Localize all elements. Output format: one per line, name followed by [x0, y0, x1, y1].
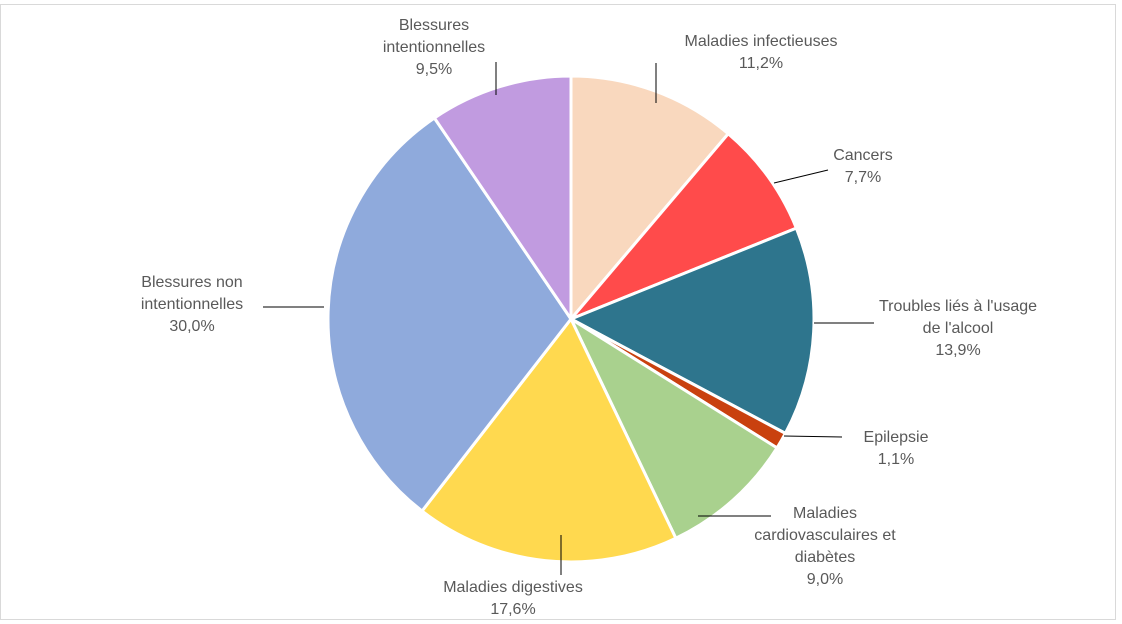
data-label-value-maladies-cardiovasculaires-et-diabetes: 9,0% [807, 571, 843, 588]
data-label-value-maladies-digestives: 17,6% [490, 601, 535, 618]
data-label-value-troubles-lies-a-l-usage-de-l-alcool: 13,9% [935, 342, 980, 359]
pie-slice-maladies-infectieuses [569, 74, 730, 321]
pie-slice-blessures-intentionnelles [432, 74, 573, 321]
data-label-category-blessures-non-intentionnelles: intentionnelles [141, 296, 243, 313]
data-label-category-maladies-infectieuses: Maladies infectieuses [685, 33, 838, 50]
data-label-category-blessures-non-intentionnelles: Blessures non [141, 274, 242, 291]
data-label-category-maladies-cardiovasculaires-et-diabetes: diabètes [795, 549, 856, 566]
pie-chart: Maladies infectieuses 11,2% Cancers 7,7% Tro… [141, 17, 1037, 618]
chart-frame: Maladies infectieuses 11,2% Cancers 7,7% Tro… [0, 4, 1116, 620]
leader-line-epilepsie [783, 435, 843, 438]
data-label-category-maladies-cardiovasculaires-et-diabetes: Maladies [793, 505, 857, 522]
data-label-value-cancers: 7,7% [845, 169, 881, 186]
data-label-category-maladies-digestives: Maladies digestives [443, 579, 583, 596]
data-label-category-maladies-cardiovasculaires-et-diabetes: cardiovasculaires et [754, 527, 896, 544]
pie-slice-blessures-non-intentionnelles [326, 116, 573, 513]
data-label-value-epilepsie: 1,1% [878, 451, 914, 468]
data-label-value-blessures-intentionnelles: 9,5% [416, 61, 452, 78]
data-label-category-troubles-lies-a-l-usage-de-l-alcool: de l'alcool [923, 320, 994, 337]
data-label-category-blessures-intentionnelles: intentionnelles [383, 39, 485, 56]
pie-slice-maladies-digestives [420, 317, 678, 564]
pie-slice-troubles-lies-a-l-usage-de-l-alcool [569, 226, 816, 435]
pie-slice-maladies-cardiovasculaires-et-diabetes [569, 317, 779, 540]
data-label-category-cancers: Cancers [833, 147, 893, 164]
leader-line-cancers [773, 169, 829, 184]
data-label-category-epilepsie: Epilepsie [864, 429, 929, 446]
data-label-category-troubles-lies-a-l-usage-de-l-alcool: Troubles liés à l'usage [879, 298, 1037, 315]
pie-slice-cancers [569, 132, 798, 321]
data-label-value-blessures-non-intentionnelles: 30,0% [169, 318, 214, 335]
data-label-value-maladies-infectieuses: 11,2% [739, 55, 783, 72]
data-label-category-blessures-intentionnelles: Blessures [399, 17, 469, 34]
